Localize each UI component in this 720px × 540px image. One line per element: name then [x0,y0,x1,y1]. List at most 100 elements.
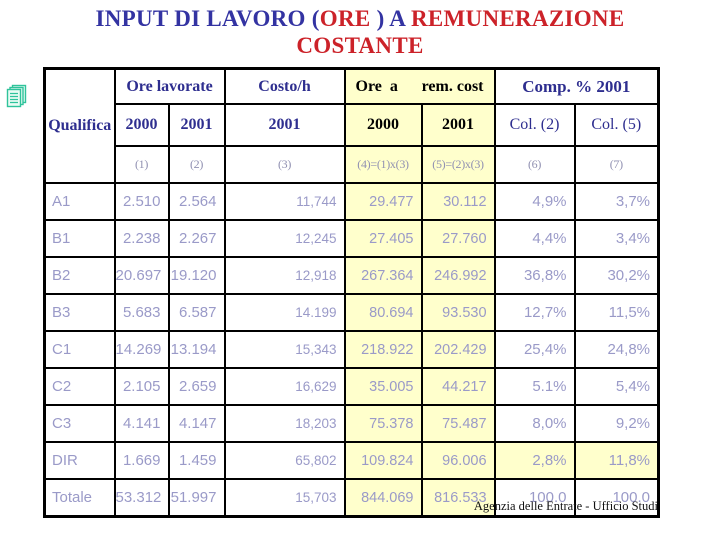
header-year: 2000 [113,103,170,147]
row-label: C3 [43,404,116,443]
cell-costo-h: 18,203 [223,404,346,443]
cell-ore-2001: 6.587 [167,293,226,332]
header-year: 2000 [343,103,423,147]
cell-ore-2000: 2.510 [113,182,170,221]
column-formula: (1) [113,145,170,184]
document-stack-icon [6,84,28,110]
column-formula: (5)=(2)x(3) [420,145,496,184]
cell-rem-2001: 75.487 [420,404,496,443]
header-group-row: Qualifica Ore lavorate Costo/h Ore a rem… [43,67,660,184]
cell-rem-2001: 44.217 [420,367,496,406]
cell-ore-2001: 13.194 [167,330,226,369]
table-row-totale: Totale 53.312 51.997 15,703 844.069 816.… [43,478,660,518]
table-row-b1: B1 2.238 2.267 12,245 27.405 27.760 4,4%… [43,219,660,258]
cell-costo-h: 65,802 [223,441,346,480]
cell-rem-2000: 267.364 [343,256,423,295]
cell-costo-h: 12,918 [223,256,346,295]
cell-comp-col5: 5,4% [573,367,660,406]
header-year-row: 2000 2001 2001 2000 2001 Col. (2) Col. (… [45,103,660,147]
cell-comp-col2: 5.1% [493,367,576,406]
cell-rem-2000: 27.405 [343,219,423,258]
cell-ore-2001: 51.997 [167,478,226,518]
table-row-dir: DIR 1.669 1.459 65,802 109.824 96.006 2,… [43,441,660,480]
header-qualifica: Qualifica [43,67,116,184]
header-ore-a: Ore a [355,77,398,95]
header-col-ref: Col. (2) [493,103,576,147]
title-segment: REMUNERAZIONE [411,6,625,31]
column-formula: (7) [573,145,660,184]
cell-ore-2000: 2.105 [113,367,170,406]
cell-rem-2000: 75.378 [343,404,423,443]
cell-costo-h: 11,744 [223,182,346,221]
cell-comp-col2: 100.0 [493,478,576,518]
cell-comp-col5: 11,8% [573,441,660,480]
cell-comp-col5: 3,7% [573,182,660,221]
cell-comp-col2: 8,0% [493,404,576,443]
cell-ore-2000: 2.238 [113,219,170,258]
cell-ore-2000: 14.269 [113,330,170,369]
column-formula: (3) [223,145,346,184]
header-rem-cost: rem. cost [421,77,484,95]
cell-ore-2001: 19.120 [167,256,226,295]
header-ore-lavorate: Ore lavorate [113,67,226,105]
title-line-2: COSTANTE [0,32,720,59]
cell-rem-2000: 80.694 [343,293,423,332]
table-row-b2: B2 20.697 19.120 12,918 267.364 246.992 … [43,256,660,295]
header-comp-2001: Comp. % 2001 [493,67,660,105]
header-col-ref: Col. (5) [573,103,660,147]
cell-comp-col5: 100.0 [573,478,660,518]
row-label: DIR [43,441,116,480]
cell-rem-2001: 96.006 [420,441,496,480]
table-row-c2: C2 2.105 2.659 16,629 35.005 44.217 5.1%… [43,367,660,406]
header-year: 2001 [420,103,496,147]
cell-rem-2001: 202.429 [420,330,496,369]
column-formula: (6) [493,145,576,184]
cell-rem-2001: 93.530 [420,293,496,332]
table-row-c1: C1 14.269 13.194 15,343 218.922 202.429 … [43,330,660,369]
cell-costo-h: 16,629 [223,367,346,406]
title-line-1: INPUT DI LAVORO (ORE ) A REMUNERAZIONE [0,5,720,32]
title-segment: COSTANTE [296,33,424,58]
cell-rem-2000: 844.069 [343,478,423,518]
header-formula-row: (1) (2) (3) (4)=(1)x(3) (5)=(2)x(3) (6) … [45,145,660,184]
cell-rem-2000: 29.477 [343,182,423,221]
cell-comp-col5: 30,2% [573,256,660,295]
row-label: A1 [43,182,116,221]
page-title: INPUT DI LAVORO (ORE ) A REMUNERAZIONE C… [0,5,720,59]
cell-ore-2001: 1.459 [167,441,226,480]
row-label: C2 [43,367,116,406]
cell-ore-2000: 20.697 [113,256,170,295]
cell-rem-2001: 246.992 [420,256,496,295]
data-table: Qualifica Ore lavorate Costo/h Ore a rem… [43,67,661,518]
cell-rem-2001: 30.112 [420,182,496,221]
cell-comp-col2: 25,4% [493,330,576,369]
table-row-a1: A1 2.510 2.564 11,744 29.477 30.112 4,9%… [43,182,660,221]
cell-rem-2000: 109.824 [343,441,423,480]
cell-comp-col2: 2,8% [493,441,576,480]
title-segment: INPUT DI LAVORO ( [95,6,320,31]
cell-costo-h: 15,343 [223,330,346,369]
header-costo-h: Costo/h [223,67,346,105]
title-segment: ) A [370,6,411,31]
column-formula: (4)=(1)x(3) [343,145,423,184]
table-row-c3: C3 4.141 4.147 18,203 75.378 75.487 8,0%… [43,404,660,443]
cell-comp-col2: 4,4% [493,219,576,258]
cell-ore-2001: 2.659 [167,367,226,406]
cell-ore-2001: 4.147 [167,404,226,443]
title-segment: ORE [319,6,371,31]
cell-ore-2000: 4.141 [113,404,170,443]
cell-costo-h: 12,245 [223,219,346,258]
cell-comp-col5: 24,8% [573,330,660,369]
header-year: 2001 [167,103,226,147]
cell-rem-2000: 35.005 [343,367,423,406]
row-label: B2 [43,256,116,295]
cell-comp-col2: 36,8% [493,256,576,295]
row-label: B3 [43,293,116,332]
row-label: Totale [43,478,116,518]
row-label: C1 [43,330,116,369]
cell-comp-col2: 4,9% [493,182,576,221]
cell-comp-col5: 9,2% [573,404,660,443]
cell-costo-h: 15,703 [223,478,346,518]
cell-comp-col5: 3,4% [573,219,660,258]
cell-rem-2000: 218.922 [343,330,423,369]
